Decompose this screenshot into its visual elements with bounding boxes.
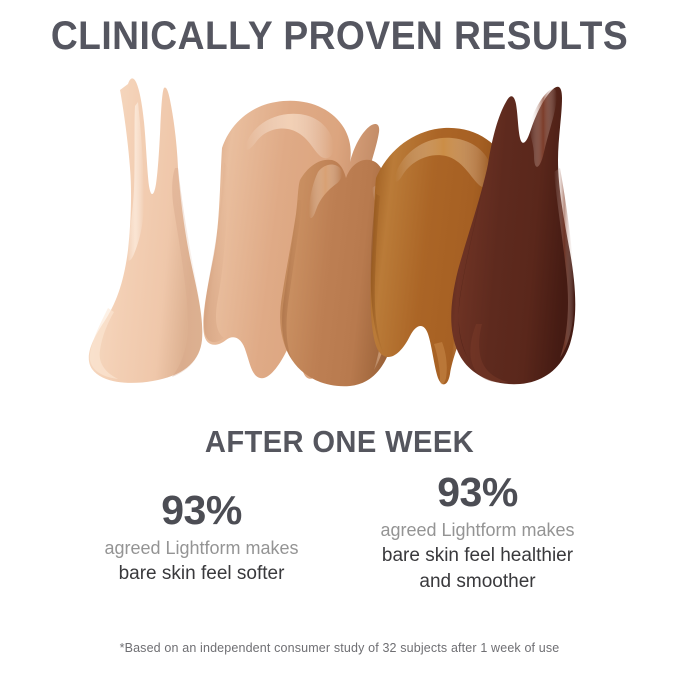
swatch-5-rim-highlight [529,88,557,167]
swatch-3-rim-highlight [308,164,343,219]
swatch-5-shadow [458,176,486,358]
swatch-5-edge-gloss [470,324,508,383]
stat-strong-line: and smoother [419,571,536,592]
foundation-shade-swatches [78,72,602,392]
stat-block-softer: 93% agreed Lightform makes bare skin fee… [64,470,340,587]
swatch-3-shadow [282,200,302,360]
stat-value: 93% [161,487,242,533]
swatch-1-highlight [126,102,144,261]
swatch-4-shadow [370,194,384,354]
swatch-shade-1 [88,78,203,383]
swatch-5-body [451,86,576,385]
swatch-1-body [88,78,203,383]
stat-muted-line: agreed Lightform makes [380,520,575,540]
section-heading: AFTER ONE WEEK [204,424,475,459]
stats-row: 93% agreed Lightform makes bare skin fee… [0,470,679,595]
swatch-4-rim-highlight [395,137,493,188]
swatch-1-shadow [172,168,203,377]
swatch-2-rim-highlight [245,113,334,159]
stat-block-healthier: 93% agreed Lightform makes bare skin fee… [340,470,616,595]
swatch-4-tail-gloss [434,342,447,385]
study-disclaimer: *Based on an independent consumer study … [119,641,560,655]
page-title: CLINICALLY PROVEN RESULTS [50,14,629,58]
swatch-shade-5 [451,86,576,385]
swatch-2-shadow [203,162,228,343]
swatch-4-body [370,127,513,385]
swatch-1-edge-gloss [89,308,118,379]
swatch-5-highlight [554,168,575,358]
stat-muted-line: agreed Lightform makes [104,538,299,558]
stat-strong-line: bare skin feel softer [118,563,285,584]
stat-strong-line: bare skin feel healthier [381,545,574,566]
stat-value: 93% [437,469,518,515]
